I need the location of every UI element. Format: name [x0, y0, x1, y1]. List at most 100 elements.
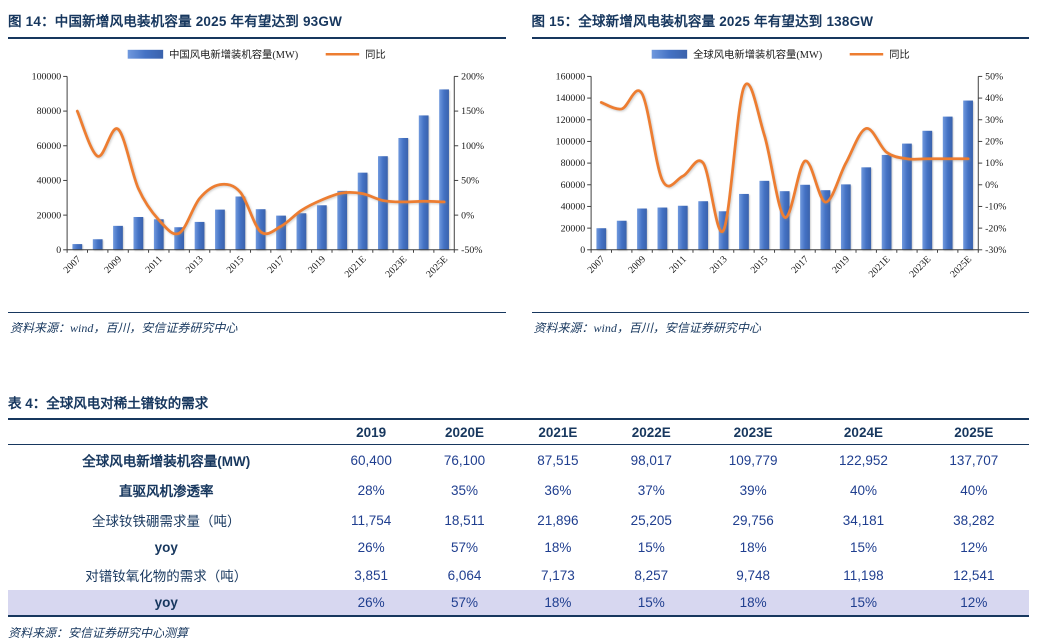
svg-text:2011: 2011: [143, 254, 164, 275]
cell-value: 76,100: [443, 452, 486, 468]
table-row: 直驱风机渗透率 28% 35% 36% 37% 39% 40% 40%: [8, 475, 1029, 505]
table-head: 2019 2020E 2021E 2022E 2023E 2024E 2025E: [8, 420, 1029, 445]
svg-text:0%: 0%: [461, 210, 474, 221]
bar: [921, 130, 932, 250]
bar: [418, 115, 429, 250]
bar: [357, 172, 368, 250]
bar-series: [72, 89, 449, 250]
bar: [657, 207, 667, 250]
table-header-row: 2019 2020E 2021E 2022E 2023E 2024E 2025E: [8, 420, 1029, 445]
figure-14-chart: 0 20000 40000 60000 80000 100000 -50% 0% 50% 100%…: [32, 48, 484, 280]
bar: [779, 191, 790, 250]
bar: [174, 227, 185, 250]
figure-14-title: 图 14：中国新增风电装机容量 2025 年有望达到 93GW: [8, 6, 506, 39]
cell-value: 18%: [544, 540, 572, 555]
cell-value: 37%: [637, 482, 665, 498]
cell-value: 7,173: [541, 567, 575, 583]
svg-text:120000: 120000: [555, 115, 585, 126]
cell-value: 38,282: [953, 512, 995, 528]
bar: [316, 205, 327, 250]
svg-text:2021E: 2021E: [866, 254, 892, 280]
figure-15-source: 资料来源：wind，百川，安信证券研究中心: [531, 312, 1029, 336]
bar: [215, 209, 225, 250]
cell-value: 28%: [357, 482, 385, 498]
svg-text:160000: 160000: [555, 72, 585, 83]
year-column-header: 2023E: [697, 420, 809, 445]
table-body: 全球风电新增装机容量(MW) 60,400 76,100 87,515 98,017 10…: [8, 445, 1029, 616]
bar: [378, 156, 388, 250]
bar: [901, 143, 912, 250]
bar: [235, 196, 246, 250]
svg-text:200%: 200%: [461, 72, 484, 83]
row-label: 全球钕铁硼需求量（吨）: [92, 514, 241, 529]
cell-value: 57%: [451, 595, 479, 610]
cell-value: 12%: [960, 595, 988, 610]
svg-text:2019: 2019: [830, 254, 852, 276]
cell-value: 12,541: [953, 567, 995, 583]
bar: [337, 190, 348, 250]
cell-value: 26%: [357, 595, 385, 610]
svg-text:100%: 100%: [461, 141, 484, 152]
svg-text:10%: 10%: [985, 158, 1003, 169]
svg-text:80000: 80000: [560, 158, 585, 169]
figure-15-chart: 0 20000 40000 60000 80000 100000 120000 140000 1…: [555, 48, 1006, 280]
svg-text:2017: 2017: [265, 254, 287, 276]
svg-text:2013: 2013: [184, 254, 206, 276]
svg-text:20%: 20%: [985, 137, 1003, 148]
svg-text:80000: 80000: [37, 106, 62, 117]
svg-text:30%: 30%: [985, 115, 1003, 126]
cell-value: 15%: [849, 540, 877, 555]
bar: [942, 116, 953, 250]
year-column-header: 2025E: [918, 420, 1029, 445]
figure-14-source: 资料来源：wind，百川，安信证券研究中心: [8, 312, 506, 336]
axes: [586, 75, 982, 253]
cell-value: 87,515: [537, 452, 579, 468]
cell-value: 6,064: [447, 567, 482, 583]
cell-value: 34,181: [842, 512, 885, 528]
yoy-line: [599, 82, 970, 234]
svg-text:20000: 20000: [560, 223, 585, 234]
bar: [276, 215, 286, 250]
figure-15-title: 图 15：全球新增风电装机容量 2025 年有望达到 138GW: [531, 6, 1029, 39]
cell-value: 15%: [637, 540, 665, 555]
svg-text:-50%: -50%: [461, 245, 482, 256]
svg-text:2023E: 2023E: [907, 254, 933, 280]
svg-text:2025E: 2025E: [948, 254, 974, 280]
table-row: yoy 26% 57% 18% 15% 18% 15% 12%: [8, 590, 1029, 616]
year-column-header: 2024E: [808, 420, 919, 445]
bar: [153, 219, 164, 250]
cell-value: 39%: [739, 482, 767, 498]
svg-text:50%: 50%: [985, 72, 1003, 83]
bar: [92, 239, 103, 250]
table-row: 全球风电新增装机容量(MW) 60,400 76,100 87,515 98,017 10…: [8, 445, 1029, 476]
svg-text:20000: 20000: [37, 210, 62, 221]
svg-text:2007: 2007: [585, 254, 607, 276]
cell-value: 18%: [544, 595, 572, 610]
bar: [697, 201, 708, 250]
bar: [758, 180, 769, 250]
svg-text:-20%: -20%: [985, 223, 1006, 234]
svg-text:50%: 50%: [461, 176, 479, 187]
bar: [840, 184, 851, 250]
svg-text:2015: 2015: [748, 254, 770, 276]
bar: [799, 184, 810, 250]
bar: [296, 213, 307, 250]
cell-value: 15%: [637, 595, 665, 610]
cell-value: 35%: [451, 482, 479, 498]
row-label-header: [8, 420, 325, 445]
bar: [439, 89, 449, 250]
svg-text:2009: 2009: [626, 254, 648, 276]
svg-text:0: 0: [56, 245, 61, 256]
row-label: 全球风电新增装机容量(MW): [82, 454, 251, 469]
bar: [616, 220, 627, 250]
cell-value: 40%: [849, 482, 877, 498]
bar: [820, 190, 830, 250]
year-column-header: 2021E: [511, 420, 605, 445]
svg-text:0: 0: [580, 245, 585, 256]
figure-14: 图 14：中国新增风电装机容量 2025 年有望达到 93GW 0 20000 40…: [8, 6, 506, 336]
legend-bar-label: 全球风电新增装机容量(MW): [693, 48, 822, 61]
bar-series: [595, 100, 973, 250]
table-4-title: 表 4：全球风电对稀土镨钕的需求: [8, 392, 1029, 420]
svg-text:2009: 2009: [102, 254, 124, 276]
svg-text:40000: 40000: [560, 202, 585, 213]
